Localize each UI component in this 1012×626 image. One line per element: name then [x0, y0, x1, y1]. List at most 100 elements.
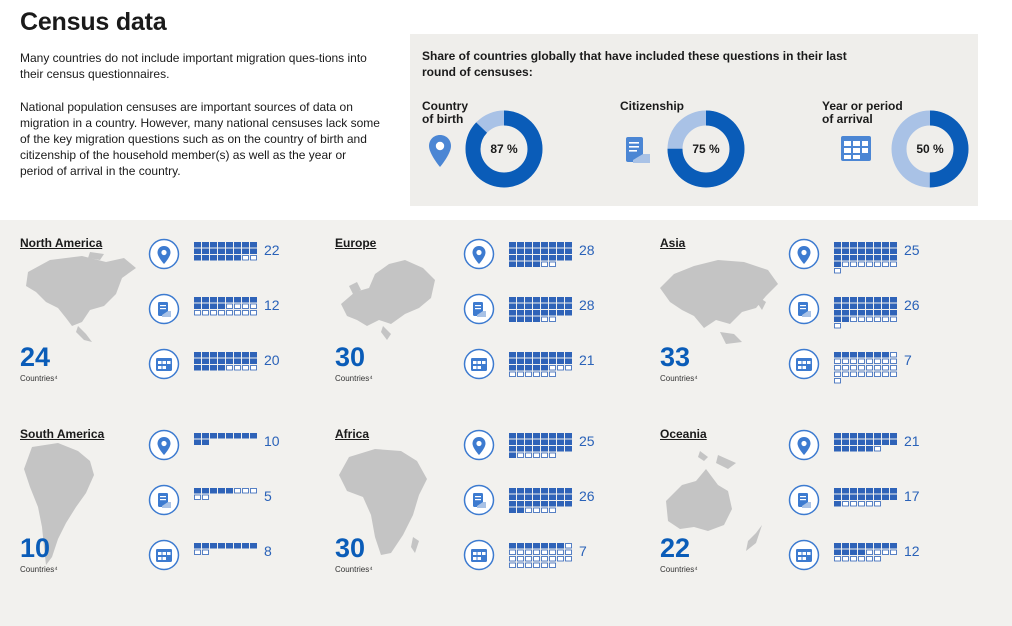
waffle-cell-filled — [866, 303, 873, 309]
waffle-cell-filled — [525, 501, 532, 507]
waffle-cell-filled — [557, 488, 564, 494]
waffle-cell-empty — [517, 371, 524, 377]
waffle-cell-filled — [874, 310, 881, 316]
waffle-cell-filled — [834, 297, 841, 303]
waffle-cell-filled — [557, 297, 564, 303]
waffle-cell-filled — [218, 248, 225, 254]
waffle-cell-filled — [194, 543, 201, 549]
waffle-cell-filled — [890, 303, 897, 309]
waffle-cell-filled — [866, 352, 873, 358]
waffle-cell-filled — [226, 242, 233, 248]
waffle-cell-filled — [509, 488, 516, 494]
waffle-cell-filled — [525, 297, 532, 303]
region-country-count: 10 — [20, 533, 51, 563]
waffle-cell-empty — [890, 358, 897, 364]
waffle-cell-empty — [541, 549, 548, 555]
waffle-cell-empty — [533, 507, 540, 513]
waffle-cell-filled — [226, 488, 233, 494]
waffle-cell-empty — [850, 556, 857, 562]
waffle-cell-filled — [549, 433, 556, 439]
waffle-cell-filled — [509, 494, 516, 500]
waffle-cell-empty — [834, 365, 841, 371]
waffle-cell-filled — [565, 248, 572, 254]
waffle-cell-filled — [866, 433, 873, 439]
waffle-grid — [509, 297, 572, 322]
waffle-cell-empty — [549, 261, 556, 267]
waffle-cell-filled — [557, 433, 564, 439]
waffle-cell-filled — [842, 543, 849, 549]
calendar-icon — [841, 136, 871, 161]
waffle-cell-filled — [874, 494, 881, 500]
waffle-cell-filled — [842, 439, 849, 445]
waffle-cell-filled — [242, 358, 249, 364]
waffle-cell-filled — [858, 543, 865, 549]
waffle-cell-filled — [194, 352, 201, 358]
waffle-cell-filled — [850, 549, 857, 555]
waffle-cell-filled — [549, 297, 556, 303]
waffle-cell-filled — [533, 297, 540, 303]
waffle-cell-filled — [874, 488, 881, 494]
waffle-cell-empty — [874, 365, 881, 371]
waffle-cell-filled — [850, 352, 857, 358]
waffle-cell-filled — [525, 494, 532, 500]
waffle-cell-empty — [533, 556, 540, 562]
waffle-cell-filled — [565, 446, 572, 452]
waffle-cell-filled — [842, 549, 849, 555]
waffle-cell-filled — [882, 297, 889, 303]
waffle-cell-empty — [874, 446, 881, 452]
waffle-cell-filled — [517, 501, 524, 507]
waffle-cell-filled — [874, 255, 881, 261]
waffle-cell-empty — [194, 310, 201, 316]
waffle-cell-empty — [250, 488, 257, 494]
waffle-cell-filled — [858, 248, 865, 254]
waffle-cell-empty — [533, 549, 540, 555]
waffle-cell-filled — [541, 255, 548, 261]
waffle-cell-filled — [226, 255, 233, 261]
waffle-cell-filled — [210, 242, 217, 248]
waffle-cell-filled — [541, 303, 548, 309]
waffle-cell-filled — [842, 352, 849, 358]
waffle-cell-filled — [194, 255, 201, 261]
waffle-cell-empty — [541, 562, 548, 568]
waffle-cell-empty — [234, 303, 241, 309]
waffle-cell-empty — [834, 371, 841, 377]
waffle-cell-filled — [525, 488, 532, 494]
indicator-row-citizenship: 5 — [148, 484, 328, 524]
region-name: North America — [20, 236, 103, 250]
location-pin-icon — [429, 135, 451, 167]
waffle-cell-filled — [525, 352, 532, 358]
indicator-value: 22 — [264, 242, 280, 258]
waffle-cell-filled — [866, 446, 873, 452]
waffle-cell-filled — [234, 433, 241, 439]
indicator-row-year-of-arrival: 20 — [148, 348, 328, 388]
waffle-cell-filled — [242, 242, 249, 248]
waffle-cell-empty — [834, 323, 841, 329]
document-icon — [626, 137, 650, 163]
waffle-cell-filled — [541, 488, 548, 494]
waffle-cell-filled — [226, 352, 233, 358]
north-america-map-icon — [26, 252, 136, 342]
waffle-cell-filled — [549, 439, 556, 445]
waffle-cell-empty — [549, 556, 556, 562]
donut-percent-label: 87 % — [490, 142, 518, 156]
waffle-cell-filled — [194, 248, 201, 254]
waffle-cell-empty — [541, 452, 548, 458]
waffle-cell-filled — [533, 501, 540, 507]
location-pin-icon — [788, 238, 820, 270]
indicator-row-country-of-birth: 22 — [148, 238, 328, 278]
waffle-cell-filled — [866, 488, 873, 494]
waffle-cell-filled — [549, 310, 556, 316]
waffle-cell-filled — [517, 297, 524, 303]
waffle-cell-empty — [874, 371, 881, 377]
waffle-grid — [509, 242, 572, 267]
region-count-label: Countries⁴ — [335, 374, 373, 383]
waffle-cell-empty — [842, 556, 849, 562]
waffle-cell-filled — [210, 297, 217, 303]
waffle-cell-empty — [525, 452, 532, 458]
waffle-cell-filled — [858, 439, 865, 445]
waffle-cell-empty — [557, 365, 564, 371]
waffle-cell-filled — [549, 242, 556, 248]
waffle-cell-filled — [882, 303, 889, 309]
waffle-cell-filled — [549, 543, 556, 549]
waffle-cell-filled — [866, 297, 873, 303]
